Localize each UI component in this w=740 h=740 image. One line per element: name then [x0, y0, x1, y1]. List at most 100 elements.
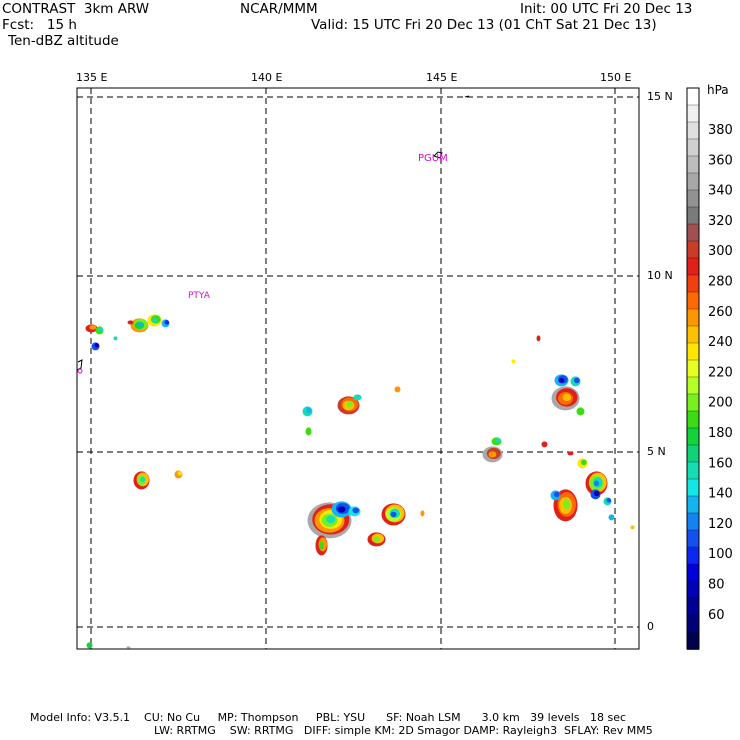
valid-time: Valid: 15 UTC Fri 20 Dec 13 (01 ChT Sat … — [311, 17, 657, 33]
colorbar-label: 340 — [708, 184, 733, 199]
echo-cell — [113, 336, 118, 341]
colorbar-swatch — [686, 291, 700, 310]
colorbar-label: 120 — [708, 517, 733, 532]
echo-cell — [305, 407, 312, 414]
center-title: NCAR/MMM — [240, 1, 318, 17]
colorbar-swatch — [686, 223, 700, 242]
lon-label-135: 135 E — [76, 71, 108, 84]
echo-cell — [372, 536, 381, 543]
model-info-line2: LW: RRTMG SW: RRTMG DIFF: simple KM: 2D … — [154, 724, 653, 737]
echo-cell — [630, 525, 635, 530]
init-time: Init: 00 UTC Fri 20 Dec 13 — [520, 1, 693, 17]
colorbar-label: 380 — [708, 123, 733, 138]
lat-lon-grid — [77, 88, 639, 649]
colorbar-swatch — [686, 563, 700, 582]
colorbar-swatch — [686, 495, 700, 514]
echo-cell — [337, 506, 346, 513]
echo-cell — [390, 511, 397, 518]
lat-label-10n: 10 N — [647, 269, 673, 282]
field-name: Ten-dBZ altitude — [8, 33, 119, 49]
colorbar-swatch — [686, 138, 700, 157]
colorbar-swatch — [686, 512, 700, 531]
echo-cell — [346, 401, 354, 408]
colorbar-swatch — [686, 359, 700, 378]
colorbar-swatch — [686, 529, 700, 548]
colorbar-label: 300 — [708, 244, 733, 259]
model-title: CONTRAST 3km ARW — [2, 1, 150, 17]
echo-cell — [319, 541, 324, 550]
map-frame — [76, 87, 640, 650]
lon-label-150: 150 E — [600, 71, 632, 84]
colorbar-swatch — [686, 274, 700, 293]
colorbar-label: 260 — [708, 305, 733, 320]
colorbar-swatch — [686, 257, 700, 276]
colorbar-swatch — [686, 155, 700, 174]
echo-cell — [98, 327, 104, 332]
echo-cell — [127, 320, 134, 325]
echo-cell — [553, 491, 560, 498]
station-pgum: PGUM — [418, 153, 448, 164]
echo-cell — [326, 515, 336, 524]
colorbar-swatch — [686, 206, 700, 225]
colorbar-label: 280 — [708, 275, 733, 290]
echo-cell — [177, 471, 183, 476]
echo-cell — [89, 325, 97, 330]
colorbar-label: 220 — [708, 365, 733, 380]
colorbar-label: 140 — [708, 487, 733, 502]
colorbar-swatch — [686, 614, 700, 633]
colorbar-label: 360 — [708, 153, 733, 168]
colorbar-swatch — [686, 461, 700, 480]
lat-label-0: 0 — [647, 620, 654, 633]
colorbar-swatch — [686, 580, 700, 599]
colorbar-swatch — [686, 410, 700, 429]
colorbar-swatch — [686, 631, 700, 650]
echo-cell — [353, 394, 362, 401]
forecast-hour: Fcst: 15 h — [2, 17, 77, 33]
colorbar-swatch — [686, 427, 700, 446]
colorbar-swatch — [686, 376, 700, 395]
colorbar-label: 80 — [708, 578, 725, 593]
colorbar-swatch — [686, 478, 700, 497]
colorbar-swatch — [686, 308, 700, 327]
echo-cell — [164, 320, 170, 325]
station-koror-marker — [77, 368, 83, 374]
echo-cell — [305, 427, 312, 436]
echo-cells — [85, 314, 635, 649]
echo-cell — [94, 343, 100, 348]
colorbar-label: 240 — [708, 335, 733, 350]
colorbar-swatch — [686, 87, 700, 106]
colorbar-swatch — [686, 189, 700, 208]
colorbar-label: 160 — [708, 456, 733, 471]
colorbar-labels: 380 360 340 320 300 280 260 240 220 200 180 160 140 1… — [708, 123, 733, 623]
colorbar-swatch — [686, 597, 700, 616]
colorbar-swatch — [686, 444, 700, 463]
station-ptya: PTYA — [188, 291, 211, 301]
echo-cell — [511, 359, 516, 364]
echo-cell — [126, 646, 131, 649]
island-coastline — [464, 95, 470, 98]
colorbar-label: 180 — [708, 426, 733, 441]
colorbar-swatch — [686, 342, 700, 361]
colorbar-label: 200 — [708, 396, 733, 411]
lat-label-15n: 15 N — [647, 90, 673, 103]
echo-cell — [536, 335, 541, 342]
echo-cell — [576, 407, 585, 416]
colorbar-swatch — [686, 546, 700, 565]
echo-cell — [567, 451, 574, 456]
model-info-line1: Model Info: V3.5.1 CU: No Cu MP: Thompso… — [30, 711, 627, 724]
colorbar-swatch — [686, 104, 700, 123]
echo-cell — [593, 490, 600, 497]
echo-cell — [562, 393, 572, 402]
colorbar-unit: hPa — [707, 83, 729, 97]
colorbar-swatches — [686, 87, 700, 650]
echo-cell — [558, 378, 565, 383]
lon-label-140: 140 E — [251, 71, 283, 84]
colorbar-label: 320 — [708, 214, 733, 229]
echo-cell — [608, 514, 615, 521]
echo-cell — [352, 507, 360, 514]
echo-cell — [494, 438, 501, 443]
lon-label-145: 145 E — [426, 71, 458, 84]
lat-label-5n: 5 N — [647, 445, 666, 458]
echo-cell — [580, 459, 587, 466]
